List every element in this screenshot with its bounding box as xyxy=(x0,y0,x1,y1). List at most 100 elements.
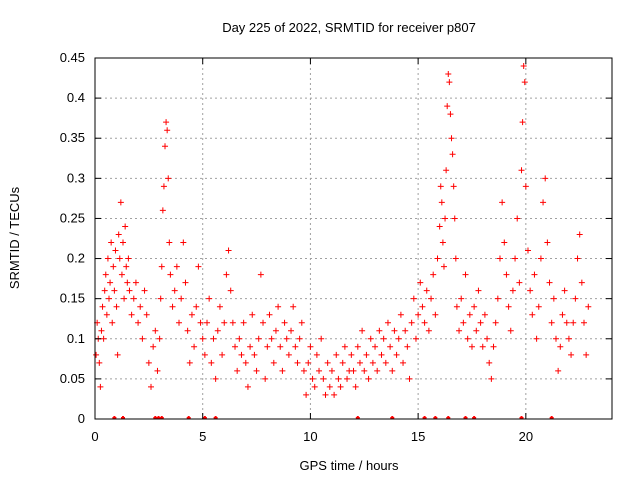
data-point xyxy=(574,255,581,262)
data-point xyxy=(158,263,165,270)
data-point xyxy=(331,391,338,398)
data-point xyxy=(100,335,107,342)
data-point xyxy=(521,79,528,86)
data-point xyxy=(447,111,454,118)
data-point xyxy=(464,335,471,342)
data-point xyxy=(99,303,106,310)
data-point xyxy=(150,343,157,350)
data-point xyxy=(563,319,570,326)
data-point xyxy=(481,311,488,318)
data-point xyxy=(188,311,195,318)
data-point xyxy=(201,351,208,358)
data-point xyxy=(132,279,139,286)
data-point xyxy=(369,359,376,366)
data-point xyxy=(300,367,307,374)
data-point xyxy=(376,327,383,334)
data-point xyxy=(462,271,469,278)
data-point xyxy=(576,231,583,238)
data-point xyxy=(490,343,497,350)
data-point xyxy=(128,311,135,318)
data-point xyxy=(262,375,269,382)
data-point xyxy=(251,351,258,358)
data-point xyxy=(167,271,174,278)
data-point xyxy=(157,295,164,302)
data-point xyxy=(223,271,230,278)
data-point xyxy=(118,271,125,278)
data-point xyxy=(104,255,111,262)
data-point xyxy=(106,295,113,302)
data-point xyxy=(499,199,506,206)
data-point xyxy=(557,343,564,350)
data-point xyxy=(522,183,529,190)
data-point xyxy=(120,239,127,246)
data-point xyxy=(561,287,568,294)
data-point xyxy=(156,335,163,342)
plot-frame xyxy=(94,57,613,420)
data-point xyxy=(264,343,271,350)
data-point xyxy=(460,319,467,326)
data-point xyxy=(501,239,508,246)
data-point xyxy=(559,311,566,318)
data-point xyxy=(452,255,459,262)
data-point xyxy=(305,359,312,366)
data-point xyxy=(148,383,155,390)
x-tick-label: 20 xyxy=(519,429,533,444)
y-tick-label: 0 xyxy=(78,411,85,426)
data-point xyxy=(163,119,170,126)
data-point xyxy=(468,343,475,350)
data-point xyxy=(328,367,335,374)
data-point xyxy=(395,335,402,342)
data-point xyxy=(159,207,166,214)
data-point xyxy=(456,327,463,334)
data-point xyxy=(137,303,144,310)
data-point xyxy=(191,343,198,350)
data-point xyxy=(162,143,169,150)
data-point xyxy=(242,359,249,366)
data-point xyxy=(229,319,236,326)
data-point xyxy=(471,303,478,310)
x-axis-label: GPS time / hours xyxy=(300,458,399,473)
data-point xyxy=(97,383,104,390)
data-point xyxy=(380,335,387,342)
y-tick-label: 0.3 xyxy=(67,170,85,185)
data-point xyxy=(166,239,173,246)
data-point xyxy=(550,295,557,302)
y-tick-label: 0.25 xyxy=(60,210,85,225)
y-tick-label: 0.4 xyxy=(67,90,85,105)
data-point xyxy=(126,287,133,294)
data-point xyxy=(520,63,527,70)
data-point xyxy=(115,231,122,238)
data-point xyxy=(507,327,514,334)
data-point xyxy=(410,295,417,302)
data-point xyxy=(303,391,310,398)
data-point xyxy=(423,287,430,294)
data-point xyxy=(169,303,176,310)
data-point xyxy=(275,303,282,310)
data-point xyxy=(444,103,451,110)
data-point xyxy=(227,287,234,294)
data-point xyxy=(361,367,368,374)
data-point xyxy=(542,175,549,182)
data-point xyxy=(529,311,536,318)
data-point xyxy=(555,367,562,374)
y-tick-label: 0.35 xyxy=(60,130,85,145)
data-point xyxy=(367,335,374,342)
data-point xyxy=(244,383,251,390)
data-point xyxy=(249,311,256,318)
data-point xyxy=(178,295,185,302)
x-axis-ticks: 0 5 10 15 20 xyxy=(91,58,533,444)
data-point xyxy=(154,367,161,374)
data-point xyxy=(473,327,480,334)
chart-title: Day 225 of 2022, SRMTID for receiver p80… xyxy=(222,20,476,35)
x-tick-label: 5 xyxy=(199,429,206,444)
data-point xyxy=(197,319,204,326)
data-point xyxy=(509,287,516,294)
data-point xyxy=(143,311,150,318)
data-point xyxy=(102,271,109,278)
data-point xyxy=(322,391,329,398)
data-point xyxy=(384,319,391,326)
data-point xyxy=(180,239,187,246)
data-point xyxy=(186,359,193,366)
data-point xyxy=(583,351,590,358)
data-points xyxy=(93,63,592,419)
